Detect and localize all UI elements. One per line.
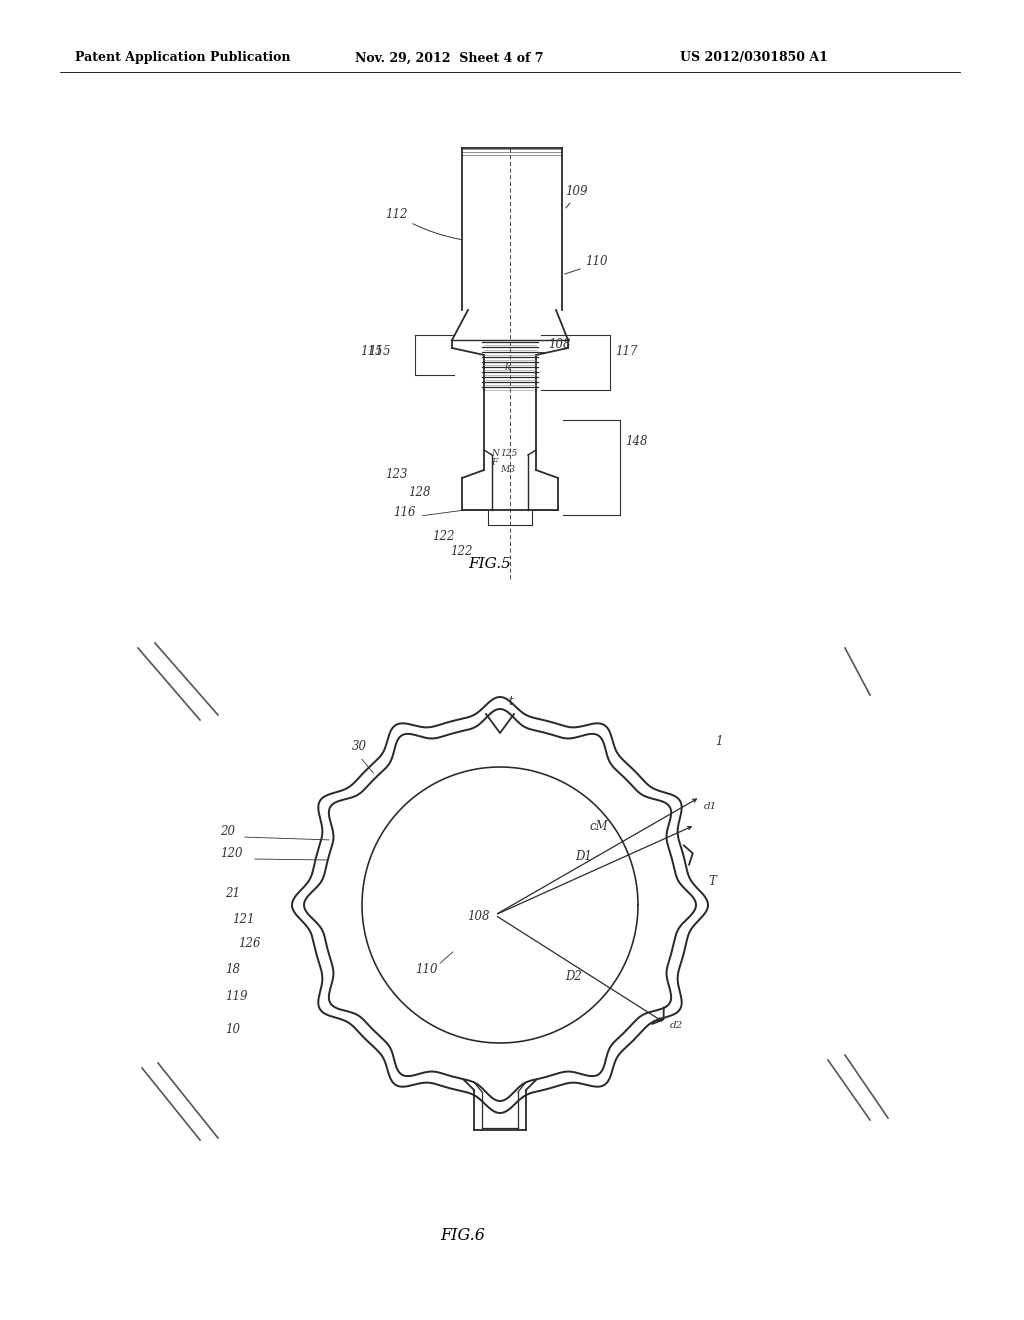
Text: 115: 115 — [360, 345, 383, 358]
Text: 122: 122 — [432, 531, 455, 543]
Text: 21: 21 — [225, 887, 240, 900]
Text: 109: 109 — [565, 185, 588, 209]
Text: 117: 117 — [615, 345, 638, 358]
Text: k: k — [505, 363, 511, 372]
Text: 116: 116 — [393, 506, 416, 519]
Text: 108: 108 — [548, 338, 570, 351]
Text: 110: 110 — [585, 255, 607, 268]
Text: 120: 120 — [220, 847, 243, 861]
Text: 122: 122 — [450, 545, 472, 558]
Text: Patent Application Publication: Patent Application Publication — [75, 51, 291, 65]
Text: FIG.6: FIG.6 — [440, 1228, 485, 1243]
Text: 115: 115 — [368, 345, 390, 358]
Text: T: T — [708, 875, 716, 888]
Text: 108: 108 — [467, 909, 489, 923]
Text: 18: 18 — [225, 964, 240, 975]
Text: cM: cM — [590, 820, 608, 833]
Text: 123: 123 — [385, 469, 408, 480]
Text: Nov. 29, 2012  Sheet 4 of 7: Nov. 29, 2012 Sheet 4 of 7 — [355, 51, 544, 65]
Text: d2: d2 — [670, 1020, 683, 1030]
Text: 30: 30 — [352, 741, 367, 752]
Text: 148: 148 — [625, 436, 647, 447]
Text: M3: M3 — [500, 465, 515, 474]
Text: FIG.5: FIG.5 — [468, 557, 511, 572]
Text: 20: 20 — [220, 825, 234, 838]
Text: 125: 125 — [500, 449, 517, 458]
Text: t: t — [508, 696, 513, 708]
Text: 110: 110 — [415, 964, 437, 975]
Text: 1: 1 — [715, 735, 723, 748]
Text: US 2012/0301850 A1: US 2012/0301850 A1 — [680, 51, 827, 65]
Text: D1: D1 — [575, 850, 592, 863]
Text: N: N — [490, 449, 499, 458]
Text: d1: d1 — [705, 803, 717, 810]
Text: F: F — [490, 458, 498, 467]
Text: D2: D2 — [565, 970, 582, 983]
Text: 128: 128 — [408, 486, 430, 499]
Text: 112: 112 — [385, 209, 461, 239]
Text: 126: 126 — [238, 937, 260, 950]
Text: 119: 119 — [225, 990, 248, 1003]
Text: 10: 10 — [225, 1023, 240, 1036]
Text: 121: 121 — [232, 913, 255, 927]
